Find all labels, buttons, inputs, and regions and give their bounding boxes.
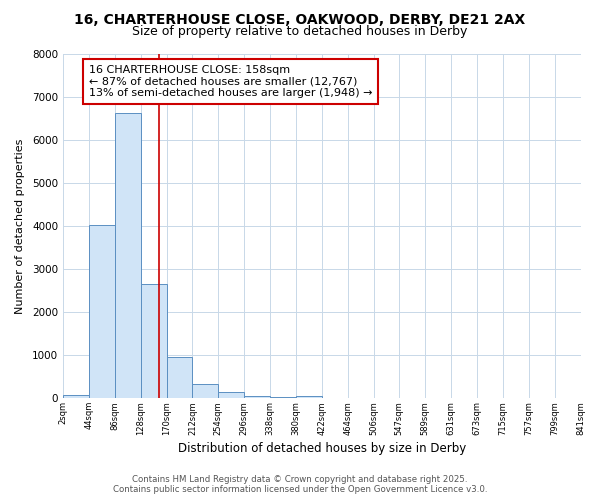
Bar [218, 392, 244, 398]
Bar [115, 114, 140, 399]
Bar [140, 284, 167, 399]
Text: 16 CHARTERHOUSE CLOSE: 158sqm
← 87% of detached houses are smaller (12,767)
13% : 16 CHARTERHOUSE CLOSE: 158sqm ← 87% of d… [89, 65, 373, 98]
Bar [244, 396, 270, 398]
Bar [296, 396, 322, 398]
X-axis label: Distribution of detached houses by size in Derby: Distribution of detached houses by size … [178, 442, 466, 455]
Bar [167, 356, 193, 399]
Bar [270, 396, 296, 398]
Text: 16, CHARTERHOUSE CLOSE, OAKWOOD, DERBY, DE21 2AX: 16, CHARTERHOUSE CLOSE, OAKWOOD, DERBY, … [74, 12, 526, 26]
Bar [63, 396, 89, 398]
Text: Contains HM Land Registry data © Crown copyright and database right 2025.
Contai: Contains HM Land Registry data © Crown c… [113, 474, 487, 494]
Y-axis label: Number of detached properties: Number of detached properties [15, 138, 25, 314]
Bar [89, 226, 115, 398]
Bar [193, 384, 218, 398]
Text: Size of property relative to detached houses in Derby: Size of property relative to detached ho… [133, 25, 467, 38]
